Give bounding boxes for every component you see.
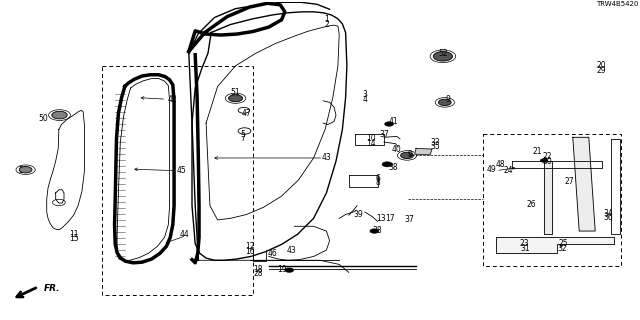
Text: 3: 3 [362, 90, 367, 99]
Text: 10: 10 [366, 134, 376, 143]
Text: 20: 20 [596, 61, 607, 70]
Text: 6: 6 [375, 174, 380, 183]
Text: 30: 30 [542, 157, 552, 166]
Text: 12: 12 [245, 243, 254, 252]
Polygon shape [496, 237, 614, 253]
Text: 19: 19 [276, 265, 287, 274]
Polygon shape [415, 148, 432, 155]
Text: 39: 39 [353, 210, 364, 219]
Text: 46: 46 [267, 249, 277, 258]
Text: TRW4B5420: TRW4B5420 [596, 1, 639, 7]
Text: 29: 29 [596, 66, 607, 75]
Text: 4: 4 [362, 95, 367, 104]
Text: 38: 38 [372, 226, 383, 235]
Text: 8: 8 [375, 178, 380, 187]
Text: 13: 13 [376, 214, 386, 223]
Text: 37: 37 [404, 215, 415, 224]
Text: 18: 18 [253, 265, 262, 274]
Text: 43: 43 [321, 154, 332, 163]
Text: 9: 9 [407, 150, 412, 159]
Text: 21: 21 [533, 147, 542, 156]
Text: 9: 9 [445, 95, 451, 104]
Text: 14: 14 [366, 139, 376, 148]
Circle shape [438, 99, 451, 106]
Text: 25: 25 [558, 239, 568, 248]
Text: 40: 40 [392, 145, 402, 154]
Text: 27: 27 [564, 177, 575, 186]
Text: 45: 45 [176, 166, 186, 175]
Text: 31: 31 [520, 244, 530, 253]
Text: 7: 7 [241, 134, 246, 143]
Text: 16: 16 [244, 247, 255, 256]
Text: 49: 49 [486, 164, 497, 173]
Text: 50: 50 [38, 114, 49, 123]
Text: 17: 17 [385, 214, 396, 223]
Text: 44: 44 [179, 230, 189, 239]
Circle shape [385, 122, 394, 126]
Circle shape [52, 111, 67, 119]
Circle shape [19, 166, 32, 173]
Text: 5: 5 [241, 130, 246, 139]
Text: 52: 52 [438, 49, 448, 58]
Text: 37: 37 [379, 130, 389, 139]
Text: 38: 38 [388, 163, 399, 172]
Text: 1: 1 [324, 15, 329, 24]
Text: 26: 26 [526, 200, 536, 209]
Text: 36: 36 [603, 213, 613, 222]
Text: FR.: FR. [44, 284, 60, 293]
Text: 41: 41 [388, 117, 399, 126]
Text: 28: 28 [253, 269, 262, 278]
Text: 35: 35 [430, 142, 440, 151]
Text: 34: 34 [603, 209, 613, 218]
Circle shape [370, 229, 379, 233]
Text: 48: 48 [495, 160, 506, 169]
Circle shape [401, 152, 413, 159]
Text: 43: 43 [286, 246, 296, 255]
Text: 33: 33 [430, 138, 440, 147]
Text: 42: 42 [168, 95, 178, 104]
Text: 23: 23 [520, 239, 530, 248]
Text: 50: 50 [19, 166, 29, 175]
Circle shape [382, 162, 392, 167]
Text: 15: 15 [68, 235, 79, 244]
Circle shape [228, 95, 243, 102]
Text: 22: 22 [543, 152, 552, 161]
Text: 24: 24 [504, 166, 514, 175]
Circle shape [433, 52, 452, 61]
Polygon shape [573, 137, 595, 231]
Text: 11: 11 [69, 230, 78, 239]
Bar [483, 134, 621, 266]
Polygon shape [544, 161, 552, 234]
Text: 51: 51 [230, 88, 241, 97]
Circle shape [540, 159, 548, 163]
Text: 32: 32 [557, 244, 567, 253]
Text: 2: 2 [324, 20, 329, 29]
Text: 47: 47 [241, 109, 252, 118]
Circle shape [285, 268, 294, 272]
Bar [102, 66, 253, 295]
